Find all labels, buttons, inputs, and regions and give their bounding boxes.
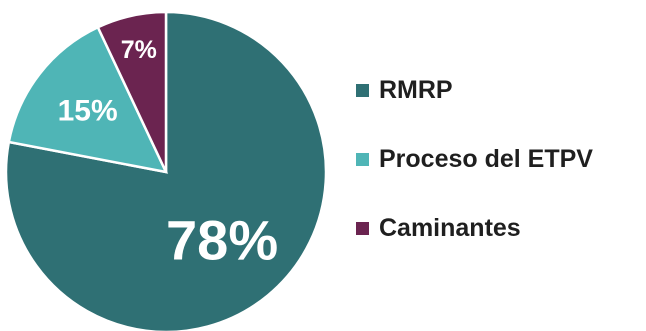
pie-slice-caminantes [96,10,168,173]
pie-slices [4,10,328,331]
pie-label-proceso: 15% [58,95,118,128]
legend-item-proceso: Proceso del ETPV [356,144,593,173]
pie-chart: 78% 15% 7% [4,10,328,331]
pie-labels: 78% 15% 7% [58,36,279,271]
legend-item-caminantes: Caminantes [356,213,593,242]
pie-label-rmrp: 78% [166,208,278,271]
legend-item-rmrp: RMRP [356,75,593,104]
legend: RMRP Proceso del ETPV Caminantes [356,75,593,242]
legend-swatch-caminantes [356,221,369,235]
legend-swatch-proceso [356,152,369,166]
legend-label-caminantes: Caminantes [379,213,521,242]
legend-swatch-rmrp [356,83,369,97]
legend-label-proceso: Proceso del ETPV [379,144,593,173]
legend-label-rmrp: RMRP [379,75,453,104]
pie-label-caminantes: 7% [121,36,157,64]
pie-slice-proceso [7,25,169,174]
